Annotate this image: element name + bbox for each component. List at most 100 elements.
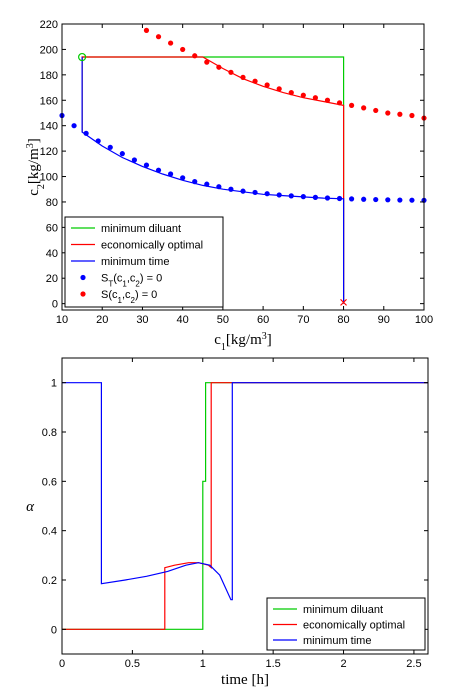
chart1-data-point xyxy=(119,151,125,157)
chart1-x-tick-label: 80 xyxy=(337,314,349,326)
chart1-data-point xyxy=(216,184,222,190)
chart1-data-point xyxy=(155,167,162,173)
chart2-y-tick-label: 0.4 xyxy=(42,526,57,538)
chart1-data-point xyxy=(252,78,258,84)
chart1-data-point xyxy=(168,171,174,177)
chart1-y-tick-label: 200 xyxy=(40,44,58,56)
chart1-data-point xyxy=(240,74,246,80)
chart1-data-point xyxy=(397,111,403,117)
chart1-data-point xyxy=(276,192,282,198)
chart1-data-point xyxy=(385,110,391,116)
chart1-data-point xyxy=(385,197,391,203)
chart2-legend-label: minimum diluant xyxy=(303,604,383,616)
chart1-y-tick-label: 40 xyxy=(46,248,58,260)
chart1-legend-item: minimum diluant xyxy=(71,223,181,235)
chart2-x-tick-label: 2.5 xyxy=(406,658,421,670)
chart1-data-point xyxy=(312,194,318,200)
chart1-data-point xyxy=(71,123,77,129)
chart2-series xyxy=(62,382,428,630)
chart2-x-tick-label: 2 xyxy=(340,658,346,670)
chart1-legend-label: minimum time xyxy=(101,256,169,268)
chart1-legend-label: minimum diluant xyxy=(101,223,181,235)
chart2-line-minimum-diluant xyxy=(62,382,428,630)
chart1-y-tick-label: 0 xyxy=(52,299,58,311)
chart2-line-economically-optimal xyxy=(62,382,428,630)
chart1-data-point xyxy=(107,144,113,150)
chart2-legend-item: economically optimal xyxy=(273,620,405,632)
chart1-data-point xyxy=(228,186,234,192)
chart1-data-point xyxy=(95,138,101,144)
chart1-y-tick-label: 100 xyxy=(40,172,58,184)
chart1-x-tick-label: 40 xyxy=(177,314,189,326)
chart1-data-point xyxy=(180,46,186,53)
chart1-y-tick-label: 180 xyxy=(40,70,58,82)
chart1-data-point xyxy=(288,90,294,96)
chart-alpha-time: 0 0.5 1 1.5 2 2.5 0 0.2 0.4 0.6 0.8 1 time [h] α mi… xyxy=(26,357,429,688)
chart1-y-tick-label: 220 xyxy=(40,19,58,31)
chart1-data-point xyxy=(192,179,198,185)
chart1-x-tick-label: 60 xyxy=(257,314,269,326)
chart2-legend-item: minimum diluant xyxy=(273,604,383,616)
chart2-legend-label: economically optimal xyxy=(303,620,405,632)
chart1-data-point xyxy=(373,107,379,114)
chart1-x-tick-label: 90 xyxy=(378,314,390,326)
chart2-x-tick-label: 0 xyxy=(59,658,65,670)
chart1-data-point xyxy=(204,59,210,65)
chart2-y-tick-label: 0.6 xyxy=(42,476,57,488)
chart1-data-point xyxy=(168,40,174,46)
chart1-data-point xyxy=(336,100,343,106)
chart1-data-point xyxy=(155,34,162,40)
chart1-start-marker xyxy=(78,52,87,62)
chart2-x-tick-label: 0.5 xyxy=(125,658,140,670)
chart1-data-point xyxy=(361,196,367,202)
chart1-data-point xyxy=(409,197,415,203)
chart1-x-tick-label: 20 xyxy=(96,314,108,326)
chart1-data-point xyxy=(252,189,258,196)
chart1-data-point xyxy=(180,175,186,181)
chart1-legend-label: ST(c1,c2) = 0 xyxy=(101,273,162,289)
chart2-axes-frame xyxy=(61,357,429,655)
chart1-data-point xyxy=(397,197,403,203)
chart2-y-tick-label: 0.8 xyxy=(42,427,57,439)
chart2-legend-label: minimum time xyxy=(303,635,371,647)
chart2-x-axis-label: time [h] xyxy=(221,672,269,688)
chart1-axes-frame xyxy=(61,23,425,311)
chart1-markers-S xyxy=(143,27,427,121)
chart1-legend: minimum diluant economically optimal minim… xyxy=(64,216,224,308)
chart1-legend-item: minimum time xyxy=(71,256,169,268)
chart1-legend-swatch xyxy=(80,291,86,297)
chart1-y-tick-label: 160 xyxy=(40,95,58,107)
chart1-end-marker xyxy=(340,298,347,306)
chart1-legend-item: ST(c1,c2) = 0 xyxy=(80,273,162,289)
chart1-data-point xyxy=(204,181,210,187)
chart1-ticks: 10 20 30 40 50 60 70 80 90 100 0 20 40 60 80 100 120 140 1… xyxy=(40,19,434,326)
chart1-data-point xyxy=(143,27,150,33)
chart1-data-point xyxy=(349,102,355,108)
chart1-legend-item: S(c1,c2) = 0 xyxy=(80,289,157,305)
chart1-data-point xyxy=(228,69,234,75)
chart1-data-point xyxy=(143,162,150,168)
chart1-markers-ST xyxy=(59,112,427,203)
chart1-x-axis-label: c1[kg/m3] xyxy=(214,331,272,353)
chart1-x-tick-label: 70 xyxy=(297,314,309,326)
chart1-data-point xyxy=(300,194,306,200)
chart2-y-tick-label: 0.2 xyxy=(42,575,57,587)
chart1-x-tick-label: 10 xyxy=(56,314,68,326)
chart1-data-point xyxy=(409,112,415,119)
chart1-y-tick-label: 140 xyxy=(40,121,58,133)
chart1-x-tick-label: 50 xyxy=(217,314,229,326)
chart1-y-tick-label: 60 xyxy=(46,222,58,234)
chart1-data-point xyxy=(276,86,282,92)
chart1-data-point xyxy=(83,130,89,136)
chart1-data-point xyxy=(324,97,331,103)
chart1-data-point xyxy=(324,195,331,201)
chart2-line-minimum-time xyxy=(62,382,428,601)
chart1-legend-label: economically optimal xyxy=(101,240,203,252)
chart-c1-c2: 10 20 30 40 50 60 70 80 90 100 0 20 40 60 80 100 120 140 1… xyxy=(25,19,434,353)
chart2-legend: minimum diluant economically optimal minim… xyxy=(266,597,426,651)
chart1-legend-swatch xyxy=(80,274,86,281)
chart1-legend-box xyxy=(64,216,224,308)
chart1-legend-item: economically optimal xyxy=(71,240,203,252)
chart1-y-axis-label: c2[kg/m3] xyxy=(25,138,47,196)
